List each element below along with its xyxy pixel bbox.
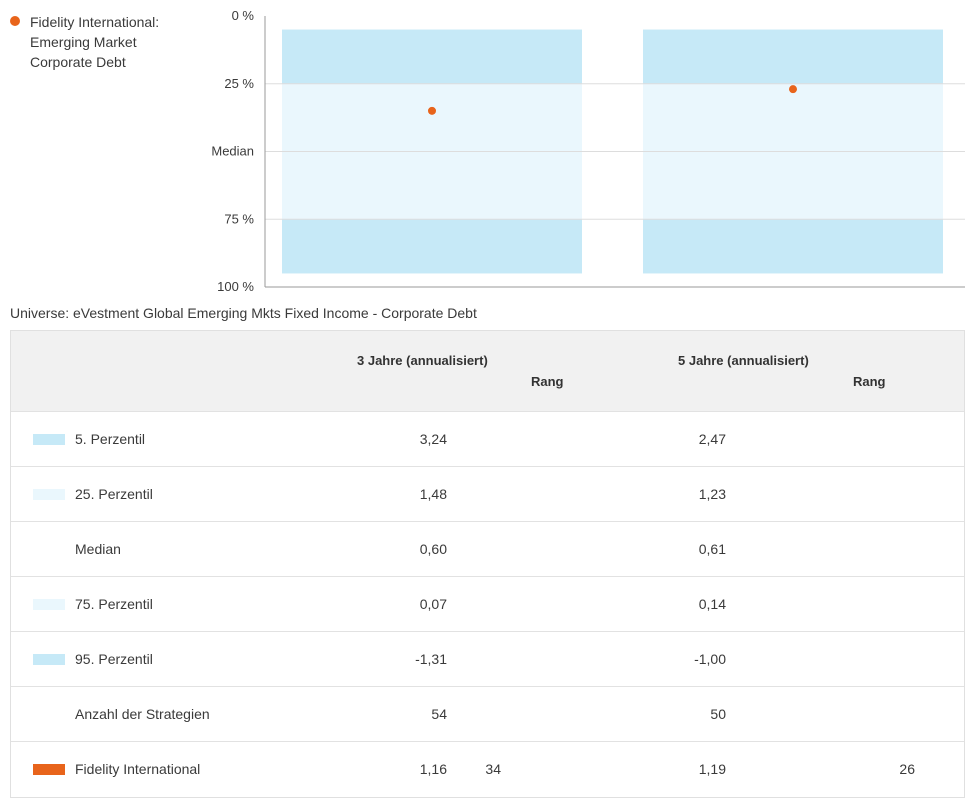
- y-tick-label: 0 %: [232, 8, 255, 23]
- row-swatch: [33, 433, 65, 445]
- header-5-jahre: 5 Jahre (annualisiert): [678, 353, 809, 368]
- value-3-jahre: 0,07: [419, 596, 447, 612]
- rank-5-jahre: [807, 687, 964, 742]
- row-label: Anzahl der Strategien: [75, 706, 210, 722]
- y-tick-label: Median: [211, 144, 254, 159]
- rank-3-jahre: 34: [485, 761, 501, 778]
- percentile-chart: 0 % 25 % Median 75 % 100 %: [211, 8, 965, 294]
- row-swatch: [33, 598, 65, 610]
- value-3-jahre: 1,48: [419, 486, 447, 502]
- rank-5-jahre: 26: [899, 761, 915, 778]
- chart-legend: Fidelity International: Emerging Market …: [10, 12, 200, 72]
- rank-3-jahre: [447, 577, 567, 632]
- percentile-table: 3 Jahre (annualisiert) Rang 5 Jahre (ann…: [10, 330, 965, 798]
- fund-point: [789, 85, 797, 94]
- table-row: Median 0,60 0,61: [11, 521, 964, 577]
- rank-3-jahre: [447, 412, 567, 467]
- band-p5-p25: [282, 29, 582, 84]
- band-p5-p25: [643, 29, 943, 84]
- band-p75-p95: [282, 219, 582, 274]
- value-5-jahre: 0,14: [698, 596, 726, 612]
- y-tick-label: 25 %: [224, 76, 254, 91]
- row-swatch: [33, 544, 65, 555]
- rank-5-jahre: [807, 632, 964, 687]
- header-3-jahre: 3 Jahre (annualisiert): [357, 353, 488, 368]
- table-row: 25. Perzentil 1,48 1,23: [11, 466, 964, 522]
- value-5-jahre: 1,19: [698, 761, 726, 778]
- row-label: Median: [75, 541, 121, 557]
- value-3-jahre: 54: [431, 706, 447, 722]
- row-label: Fidelity International: [75, 761, 201, 778]
- table-row: Fidelity International 1,16 34 1,19 26: [11, 741, 964, 797]
- value-5-jahre: 2,47: [698, 431, 726, 447]
- value-5-jahre: 50: [710, 706, 726, 722]
- table-row: 5. Perzentil 3,24 2,47: [11, 411, 964, 467]
- value-3-jahre: -1,31: [415, 651, 447, 667]
- row-swatch: [33, 653, 65, 665]
- y-tick-label: 100 %: [217, 279, 254, 294]
- row-label: 5. Perzentil: [75, 431, 146, 447]
- rank-5-jahre: [807, 412, 964, 467]
- legend-label: Fidelity International: Emerging Market …: [30, 14, 160, 70]
- value-5-jahre: -1,00: [694, 651, 726, 667]
- value-3-jahre: 0,60: [419, 541, 447, 557]
- table-row: 95. Perzentil -1,31 -1,00: [11, 631, 964, 687]
- value-3-jahre: 3,24: [419, 431, 447, 447]
- row-label: 75. Perzentil: [75, 596, 153, 612]
- row-swatch: [33, 709, 65, 720]
- rank-5-jahre: [807, 467, 964, 522]
- table-row: 75. Perzentil 0,07 0,14: [11, 576, 964, 632]
- header-rang-3: Rang: [531, 374, 564, 389]
- row-swatch: [33, 763, 65, 775]
- rank-3-jahre: [447, 467, 567, 522]
- y-tick-label: 75 %: [224, 211, 254, 226]
- fund-point: [428, 106, 436, 115]
- rank-3-jahre: [447, 522, 567, 577]
- band-p75-p95: [643, 219, 943, 274]
- rank-5-jahre: [807, 522, 964, 577]
- table-header-row: 3 Jahre (annualisiert) Rang 5 Jahre (ann…: [11, 331, 964, 412]
- legend-dot-icon: [10, 16, 20, 26]
- rank-5-jahre: [807, 577, 964, 632]
- row-label: 25. Perzentil: [75, 486, 153, 502]
- value-5-jahre: 1,23: [698, 486, 726, 502]
- row-swatch: [33, 488, 65, 500]
- value-5-jahre: 0,61: [698, 541, 726, 557]
- table-row: Anzahl der Strategien 54 50: [11, 686, 964, 742]
- row-label: 95. Perzentil: [75, 651, 153, 667]
- rank-3-jahre: [447, 632, 567, 687]
- value-3-jahre: 1,16: [419, 761, 447, 778]
- universe-caption: Universe: eVestment Global Emerging Mkts…: [10, 305, 477, 321]
- header-rang-5: Rang: [853, 374, 886, 389]
- rank-3-jahre: [447, 687, 567, 742]
